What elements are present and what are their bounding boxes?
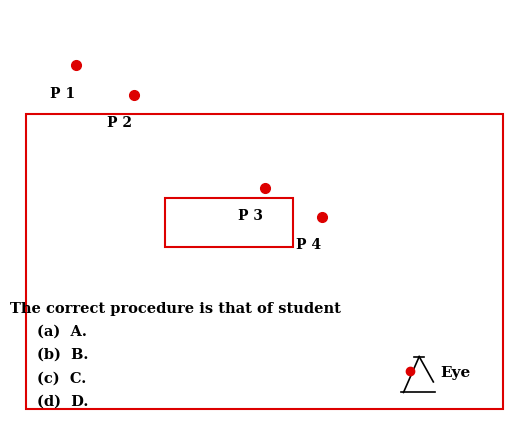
Text: P 1: P 1 bbox=[50, 87, 75, 100]
Text: (d)  D.: (d) D. bbox=[37, 395, 88, 408]
Text: (a)  A.: (a) A. bbox=[37, 325, 86, 339]
Text: Eye: Eye bbox=[440, 366, 471, 381]
Text: The correct procedure is that of student: The correct procedure is that of student bbox=[10, 302, 341, 316]
Text: (b)  B.: (b) B. bbox=[37, 348, 88, 362]
Text: P 4: P 4 bbox=[296, 238, 321, 252]
Text: P 2: P 2 bbox=[107, 116, 133, 130]
Text: (c)  C.: (c) C. bbox=[37, 371, 86, 385]
Bar bbox=[26, 114, 503, 409]
Text: P 3: P 3 bbox=[238, 209, 264, 223]
Bar bbox=[165, 198, 293, 247]
